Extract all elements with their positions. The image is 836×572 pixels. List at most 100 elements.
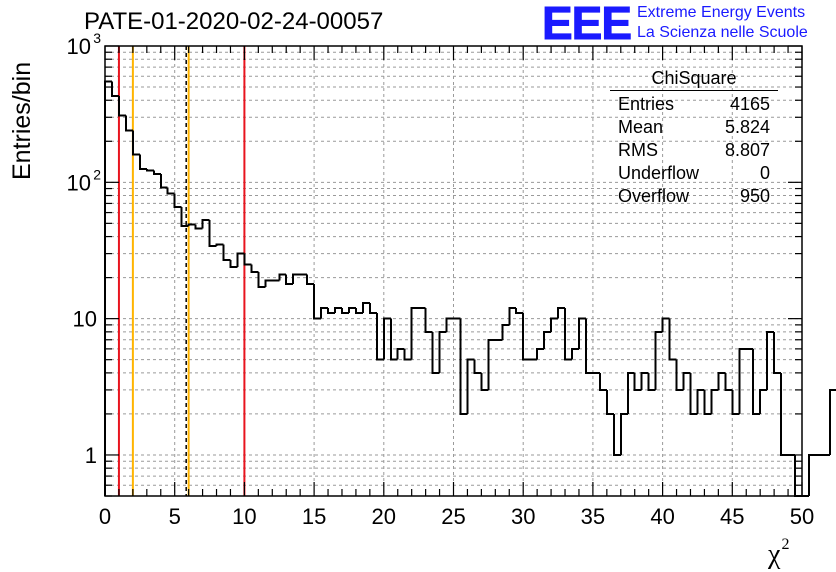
histogram-bin (584, 318, 593, 374)
histogram-bin (124, 115, 133, 132)
histogram-bin (306, 274, 315, 285)
histogram-bin (543, 330, 552, 349)
histogram-bin (389, 318, 398, 361)
histogram-bin (361, 302, 370, 313)
histogram-bin (368, 303, 377, 314)
logo-line-1: Extreme Energy Events (637, 4, 806, 21)
y-tick-label: 10 (67, 34, 91, 59)
x-axis-label: χ2 (768, 536, 789, 571)
histogram-bin (229, 259, 238, 268)
eee-logo: EEE (541, 0, 632, 49)
histogram-bin (340, 307, 349, 314)
histogram-bin (536, 347, 545, 360)
histogram-bin (243, 253, 252, 266)
x-tick-label: 10 (232, 504, 256, 529)
histogram-bin (396, 347, 405, 360)
histogram-bin (313, 283, 322, 320)
histogram-bin (201, 218, 210, 229)
histogram-bin (675, 359, 684, 391)
histogram-bin (208, 219, 217, 248)
histogram-bin (466, 358, 475, 414)
histogram-bin (738, 347, 747, 414)
stats-row-rms: RMS 8.807 (610, 139, 778, 162)
histogram-bin (557, 306, 566, 319)
histogram-bin (320, 306, 329, 319)
x-axis-label-exponent: 2 (781, 536, 790, 553)
y-tick-label: 1 (85, 443, 97, 468)
histogram-bin (654, 330, 663, 390)
histogram-bin (257, 271, 266, 289)
histogram-bin (661, 317, 670, 332)
x-tick-label: 5 (169, 504, 181, 529)
histogram-bin (152, 170, 161, 176)
histogram-bin (473, 359, 482, 374)
histogram-bin (828, 388, 836, 455)
y-tick-label: 10 (67, 170, 91, 195)
x-axis-label-base: χ (768, 539, 781, 570)
histogram-bin (145, 169, 154, 172)
histogram-bin (285, 274, 294, 285)
histogram-bin (431, 331, 440, 374)
histogram-bin (780, 372, 789, 456)
histogram-bin (550, 317, 559, 332)
histogram-bin (410, 306, 419, 360)
histogram-bin (515, 307, 524, 314)
x-tick-label: 0 (99, 504, 111, 529)
stats-box: ChiSquare Entries 4165 Mean 5.824 RMS 8.… (610, 66, 778, 208)
x-tick-label: 40 (650, 504, 674, 529)
histogram-bin (222, 244, 231, 261)
histogram-bin (438, 330, 447, 373)
x-tick-label: 35 (581, 504, 605, 529)
histogram-bin (131, 130, 140, 156)
histogram-bin (731, 389, 740, 415)
histogram-bin (640, 371, 649, 390)
stats-label: Mean (618, 117, 664, 137)
histogram-bin (626, 371, 635, 414)
stats-row-mean: Mean 5.824 (610, 116, 778, 139)
histogram-bin (375, 312, 384, 361)
histogram-bin (633, 372, 642, 391)
stats-value: 5.824 (724, 117, 770, 137)
stats-value: 0 (759, 163, 770, 183)
histogram-bin (689, 372, 698, 415)
stats-row-entries: Entries 4165 (610, 93, 778, 116)
histogram-bin (703, 389, 712, 415)
stats-value: 950 (739, 186, 770, 206)
histogram-bin (334, 306, 342, 313)
x-tick-label: 50 (790, 504, 814, 529)
histogram-bin (724, 372, 733, 391)
stats-label: Entries (618, 94, 675, 114)
stats-label: RMS (618, 140, 658, 160)
x-tick-label: 30 (511, 504, 535, 529)
histogram-bin (194, 224, 203, 230)
stats-title: ChiSquare (610, 66, 778, 91)
histogram-bin (187, 223, 196, 226)
histogram-bin (292, 273, 301, 284)
histogram-bin (564, 307, 572, 361)
histogram-bin (215, 243, 224, 247)
x-tick-label: 20 (372, 504, 396, 529)
histogram-bin (577, 317, 586, 349)
histogram-bin (696, 388, 705, 414)
histogram (104, 80, 836, 497)
histogram-bin (403, 348, 412, 361)
stats-row-overflow: Overflow 950 (610, 185, 778, 208)
y-axis-label: Entries/bin (8, 61, 36, 180)
histogram-bin (166, 187, 175, 195)
histogram-bin (250, 264, 259, 273)
histogram-bin (159, 174, 168, 189)
histogram-bin (424, 307, 433, 333)
histogram-bin (382, 317, 391, 360)
histogram-bin (619, 412, 628, 455)
histogram-bin (710, 388, 719, 414)
histogram-bin (110, 81, 119, 97)
histogram-bin (759, 388, 768, 414)
histogram-bin (668, 318, 677, 361)
stats-label: Underflow (618, 163, 700, 183)
histogram-bin (117, 95, 126, 117)
histogram-bin (327, 307, 336, 314)
histogram-bin (445, 317, 454, 332)
stats-value: 4165 (729, 94, 770, 114)
histogram-bin (173, 193, 182, 208)
